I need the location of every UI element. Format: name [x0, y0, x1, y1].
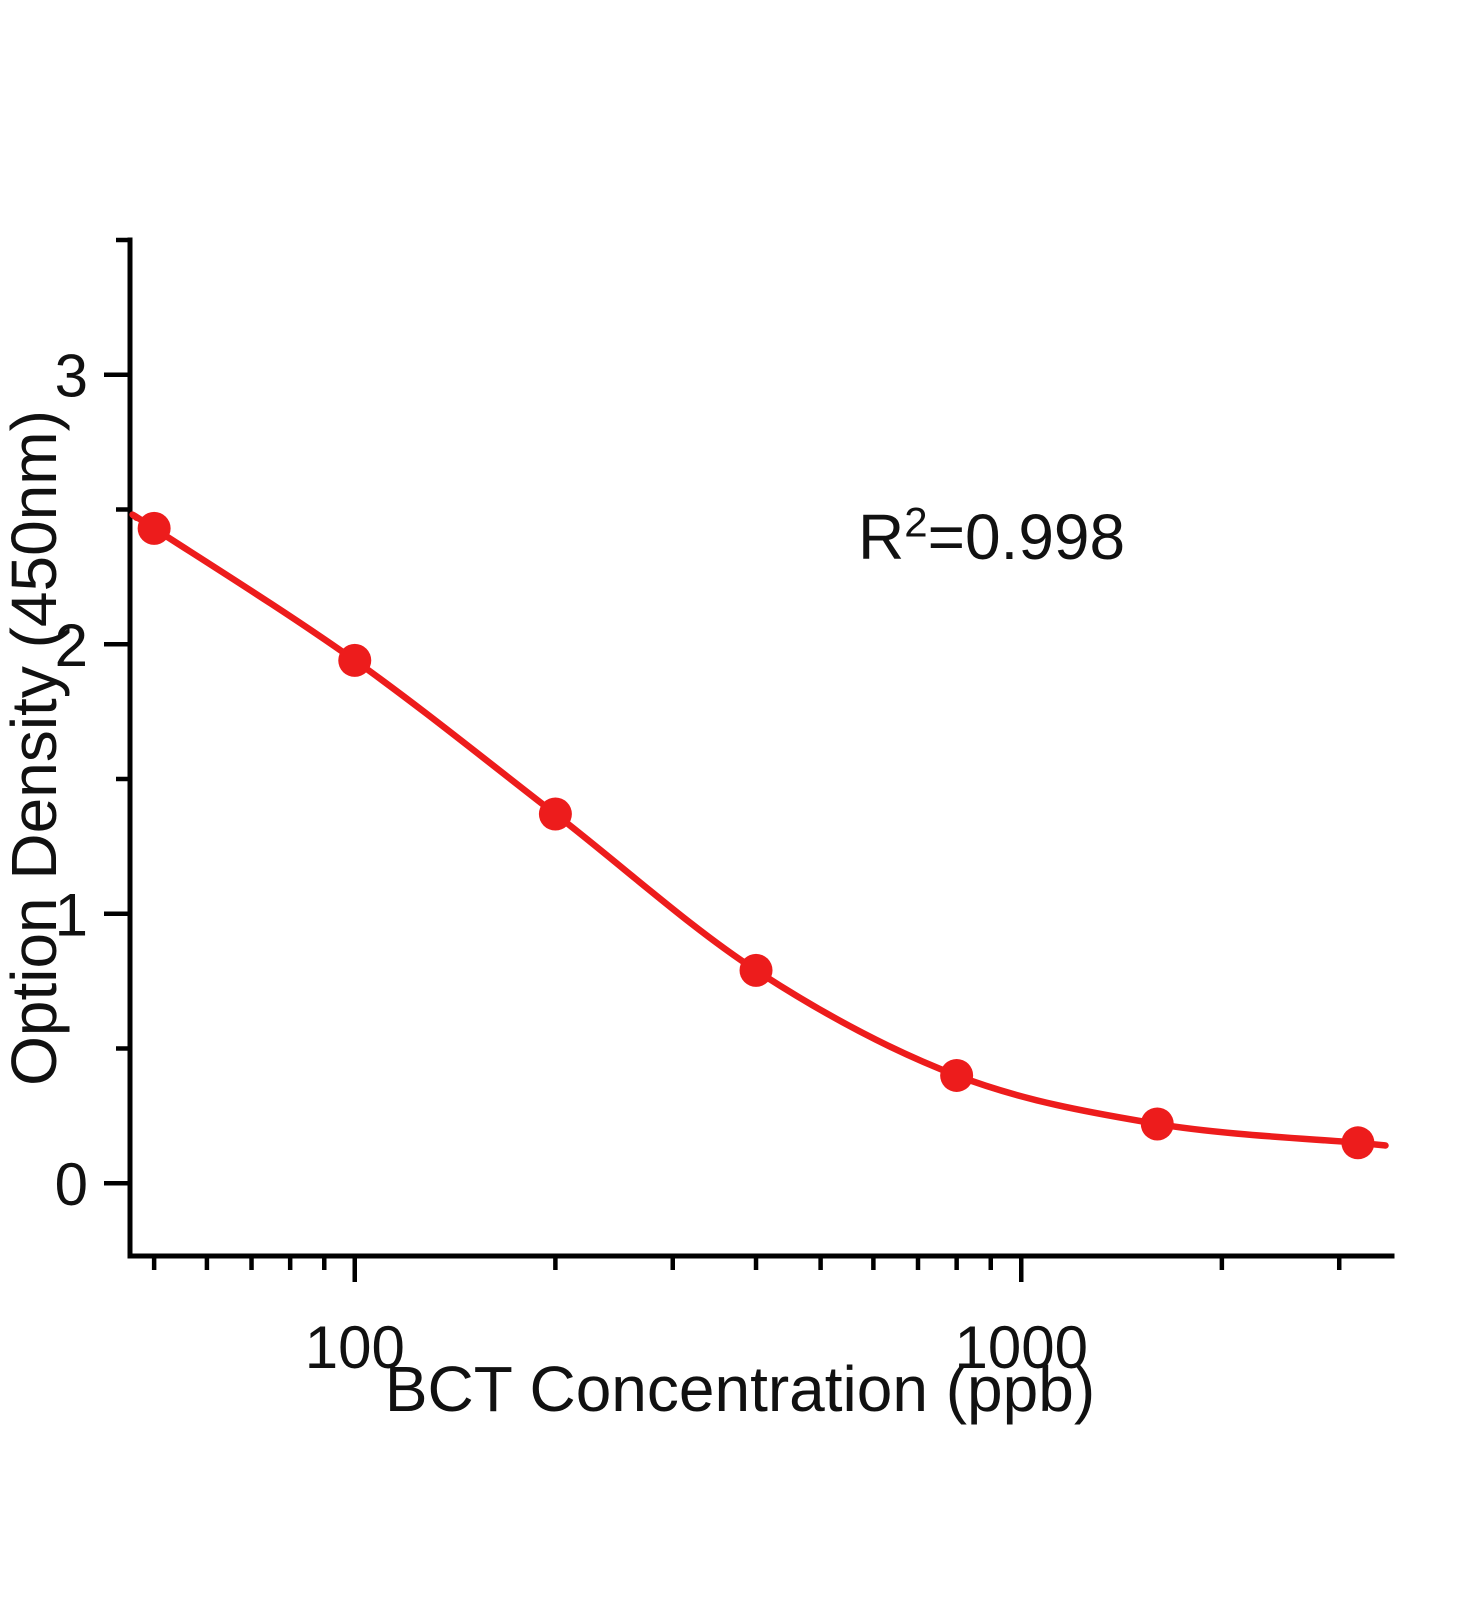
annotation-superscript: 2 — [904, 498, 928, 546]
data-point — [538, 797, 572, 831]
annotation-value: =0.998 — [927, 501, 1126, 573]
data-point — [137, 511, 171, 545]
data-point — [739, 953, 773, 987]
x-tick-label: 1000 — [954, 1314, 1087, 1381]
data-point — [1341, 1126, 1375, 1160]
y-axis-title: Option Density (450nm) — [0, 410, 70, 1086]
x-axis-title: BCT Concentration (ppb) — [384, 1353, 1096, 1425]
r-squared-annotation: R2=0.998 — [858, 500, 1125, 574]
data-point — [1140, 1107, 1174, 1141]
annotation-base: R — [858, 501, 905, 573]
x-tick-label: 100 — [305, 1314, 405, 1381]
y-tick-label: 3 — [55, 342, 88, 409]
y-tick-label: 0 — [55, 1151, 88, 1218]
y-tick-label: 1 — [55, 881, 88, 948]
data-point — [338, 643, 372, 677]
fit-curve — [129, 511, 1389, 1149]
data-point — [940, 1058, 974, 1092]
y-tick-label: 2 — [55, 612, 88, 679]
